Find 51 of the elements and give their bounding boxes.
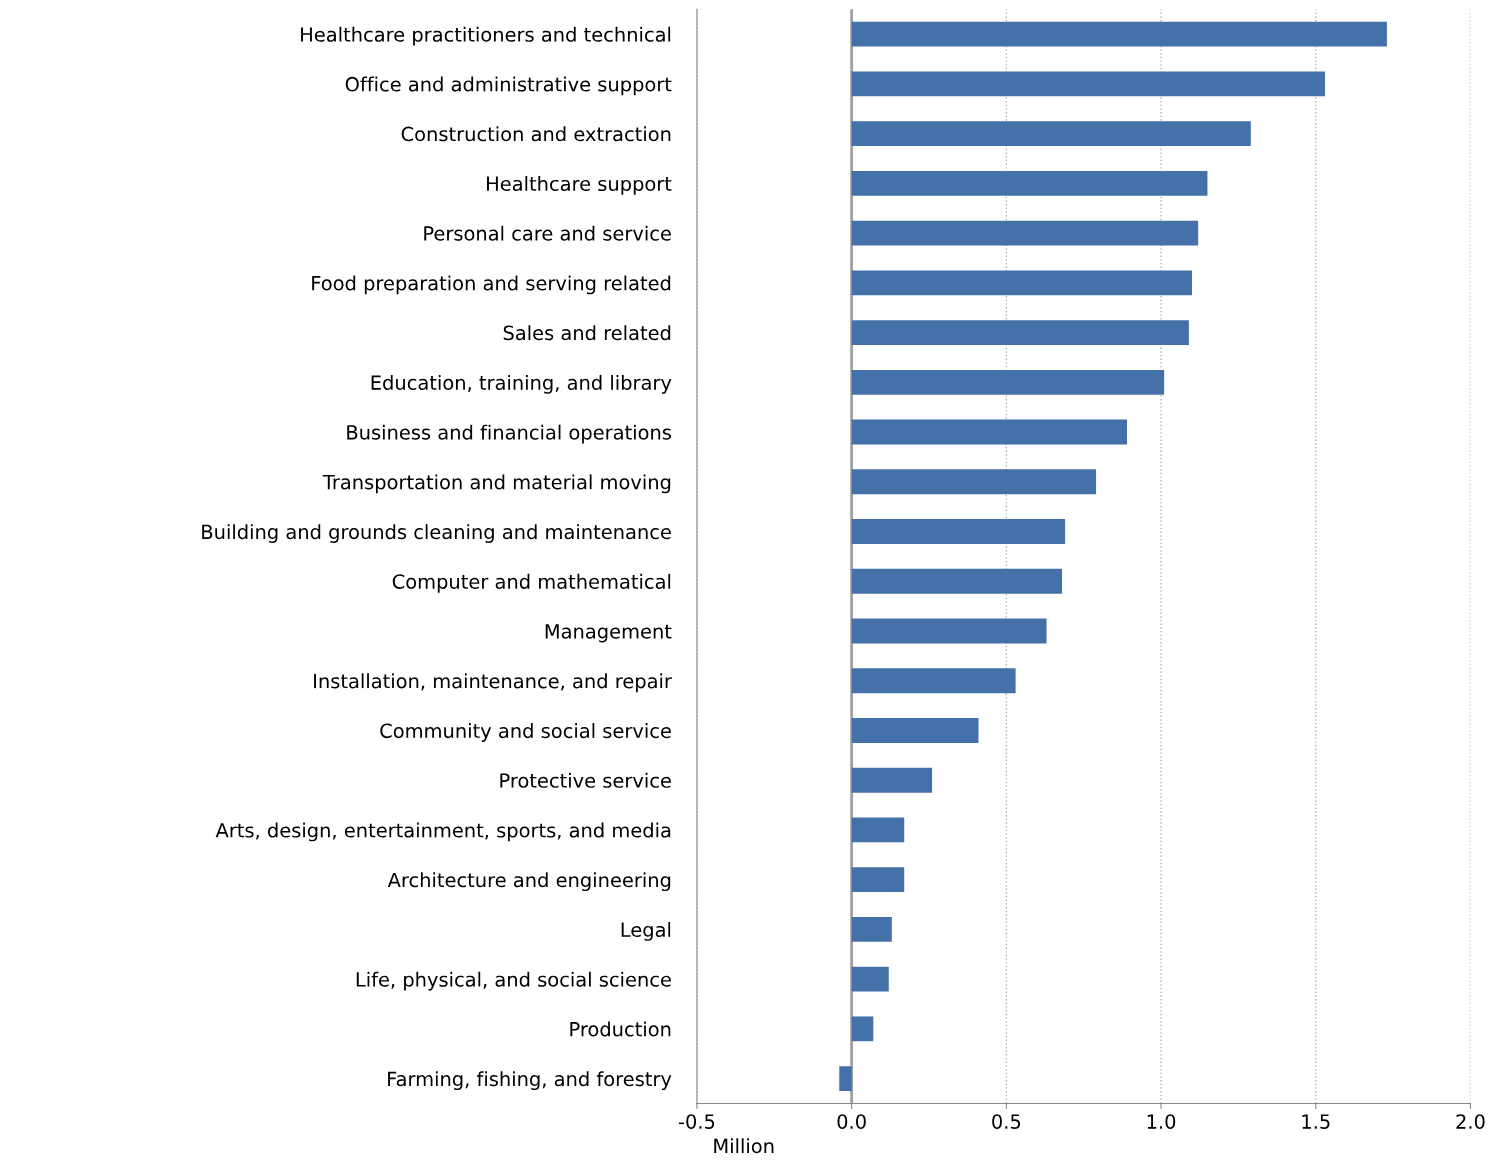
bar bbox=[851, 519, 1066, 544]
bar bbox=[839, 1066, 852, 1092]
y-tick-label: Healthcare practitioners and technical bbox=[301, 26, 671, 46]
bar bbox=[851, 718, 979, 743]
x-tick-label: 1.0 bbox=[1147, 1114, 1176, 1129]
x-tick-label: 0.5 bbox=[992, 1114, 1021, 1129]
y-tick-label: Computer and mathematical bbox=[392, 573, 671, 593]
y-tick-label: Farming, fishing, and forestry bbox=[388, 1071, 672, 1091]
y-tick-label: Architecture and engineering bbox=[387, 872, 671, 892]
y-tick-label: Healthcare support bbox=[487, 176, 672, 195]
bar bbox=[851, 867, 905, 893]
bar bbox=[851, 419, 1128, 445]
x-tick-label: 2.0 bbox=[1456, 1114, 1485, 1129]
y-tick-label: Business and financial operations bbox=[347, 424, 671, 444]
y-tick-label: Arts, design, entertainment, sports, and media bbox=[215, 822, 671, 842]
bar bbox=[851, 618, 1047, 644]
y-tick-label: Food preparation and serving related bbox=[312, 275, 671, 295]
y-tick-label: Personal care and service bbox=[424, 225, 671, 241]
bar bbox=[851, 21, 1387, 47]
bar bbox=[851, 320, 1189, 346]
bar bbox=[851, 1016, 874, 1042]
bar bbox=[851, 220, 1199, 246]
y-tick-label: Life, physical, and social science bbox=[356, 971, 671, 991]
y-tick-label: Transportation and material moving bbox=[322, 474, 671, 494]
bar bbox=[851, 817, 905, 843]
y-tick-label: Legal bbox=[621, 922, 671, 941]
y-tick-label: Education, training, and library bbox=[371, 374, 672, 394]
bar bbox=[851, 568, 1063, 594]
bar bbox=[851, 270, 1192, 296]
y-tick-label: Sales and related bbox=[503, 325, 671, 341]
bar bbox=[851, 369, 1165, 395]
x-tick-label: 1.5 bbox=[1302, 1114, 1330, 1129]
bar bbox=[851, 966, 889, 992]
bar bbox=[851, 767, 933, 793]
bar bbox=[851, 121, 1251, 147]
y-tick-label: Production bbox=[570, 1021, 671, 1037]
bar bbox=[851, 469, 1097, 495]
bar bbox=[851, 916, 892, 942]
bar bbox=[851, 170, 1208, 196]
x-tick-label: -0.5 bbox=[678, 1114, 715, 1129]
x-axis-title: Million bbox=[714, 1138, 774, 1154]
bar bbox=[851, 668, 1016, 694]
y-tick-label: Office and administrative support bbox=[345, 76, 672, 96]
y-tick-label: Construction and extraction bbox=[401, 126, 671, 142]
y-tick-label: Management bbox=[545, 624, 672, 643]
y-tick-label: Community and social service bbox=[380, 723, 671, 742]
y-tick-label: Installation, maintenance, and repair bbox=[314, 673, 672, 693]
x-tick-label: 0.0 bbox=[837, 1114, 866, 1129]
y-tick-label: Building and grounds cleaning and maintenance bbox=[202, 524, 671, 543]
bar bbox=[851, 71, 1326, 97]
y-tick-label: Protective service bbox=[500, 772, 671, 788]
